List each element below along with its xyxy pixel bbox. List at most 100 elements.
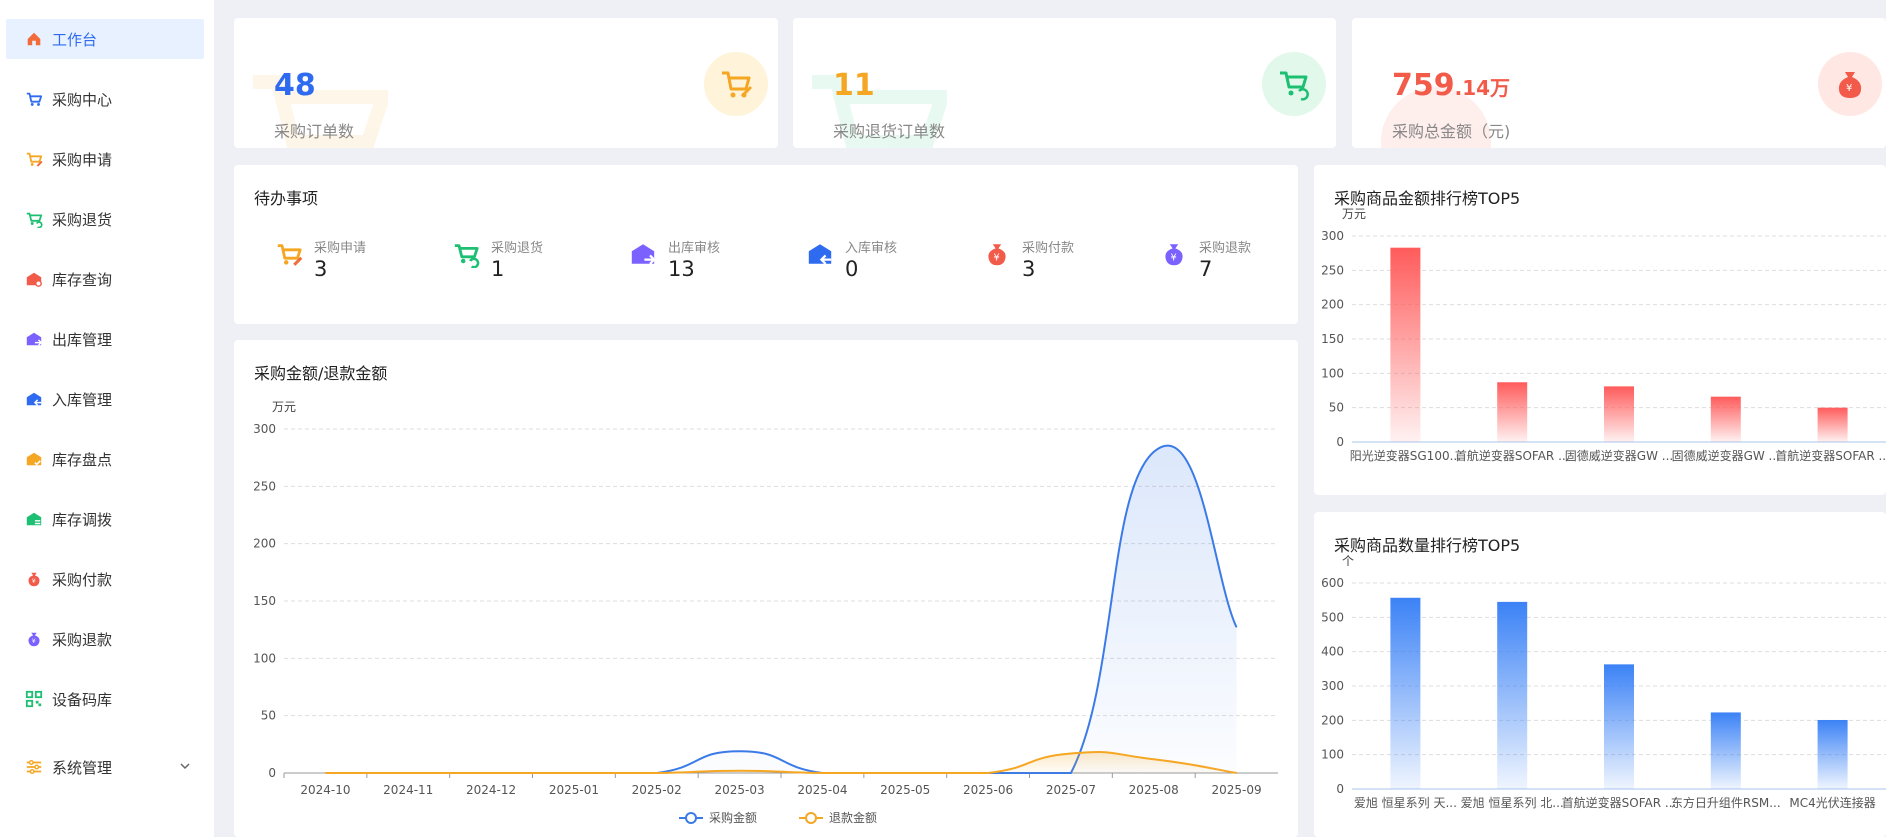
cart-return-icon [451,239,481,269]
bar[interactable] [1710,712,1741,789]
sidebar-item-7[interactable]: 库存盘点 [6,439,204,479]
legend-label: 采购金额 [709,810,757,825]
x-tick-label: 2025-06 [963,783,1013,797]
todo-item[interactable]: 采购退货 1 [451,235,601,285]
payment-icon: ¥ [982,239,1012,269]
todo-item-label: 采购申请 [314,241,367,256]
x-tick-label: 首航逆变器SOFAR ... [1775,448,1886,463]
sidebar-item-2[interactable]: 采购申请 [6,139,204,179]
cart-return-icon [1262,52,1326,116]
x-tick-label: 爱旭 恒星系列 天... [1354,796,1457,810]
y-tick-label: 200 [253,537,276,551]
sidebar-item-0[interactable]: 工作台 [6,19,204,59]
todo-item[interactable]: 出库审核 13 [628,235,778,285]
x-tick-label: 固德威逆变器GW ... [1565,448,1673,463]
sidebar-item-6[interactable]: 入库管理 [6,379,204,419]
sidebar-item-label: 采购中心 [52,90,113,109]
y-tick-label: 150 [253,594,276,608]
return-count: 11 [833,68,875,103]
amount-rank-title: 采购商品金额排行榜TOP5 [1334,189,1521,208]
sidebar-item-9[interactable]: ¥ 采购付款 [6,559,204,599]
y-axis-unit: 万元 [272,400,296,414]
y-tick-label: 250 [1321,263,1344,277]
legend-marker [685,812,697,824]
bar[interactable] [1390,247,1421,442]
stat-card-returns[interactable]: 11 采购退货订单数 [793,18,1336,148]
x-tick-label: 首航逆变器SOFAR ... [1562,795,1677,810]
x-tick-label: MC4光伏连接器 [1789,795,1875,810]
outbound-icon [24,329,44,349]
sidebar-item-label: 库存调拨 [52,510,113,529]
y-tick-label: 300 [1321,229,1344,243]
stat-card-amount[interactable]: 759.14万 采购总金额（元) ¥ [1352,18,1886,148]
y-tick-label: 50 [261,709,276,723]
y-tick-label: 500 [1321,610,1344,624]
y-tick-label: 200 [1321,713,1344,727]
order-count-label: 采购订单数 [274,122,355,141]
x-tick-label: 首航逆变器SOFAR ... [1455,448,1570,463]
todo-item-label: 入库审核 [845,241,898,256]
sidebar-item-label: 设备码库 [52,690,113,709]
series-area [325,752,1237,773]
amount-chart-title: 采购金额/退款金额 [254,364,388,383]
cart-icon [24,89,44,109]
chevron-down-icon[interactable] [178,759,192,777]
todo-item[interactable]: ¥ 采购退款 7 [1159,235,1298,285]
inventory-check-icon [24,449,44,469]
legend-item[interactable]: 采购金额 [679,810,757,825]
y-tick-label: 50 [1329,401,1344,415]
order-count: 48 [274,68,316,103]
svg-text:¥: ¥ [32,638,36,645]
x-tick-label: 2025-05 [880,783,930,797]
todo-card: 待办事项 采购申请 3 采购退货 1 出库审核 13 入库审核 0 ¥ 采购付款 3 ¥ 采购退款 7 [234,165,1298,324]
cart-watermark-icon [812,75,947,148]
bar[interactable] [1497,601,1528,789]
stat-card-orders[interactable]: 48 采购订单数 [234,18,778,148]
bar[interactable] [1390,597,1421,789]
x-tick-label: 2025-07 [1046,783,1096,797]
sidebar-item-label: 系统管理 [52,758,113,777]
sidebar-item-label: 采购付款 [52,570,113,589]
bar[interactable] [1817,407,1848,442]
cart-edit-icon [704,52,768,116]
sidebar-item-1[interactable]: 采购中心 [6,79,204,119]
todo-item-value: 3 [1022,257,1036,281]
sidebar-item-12[interactable]: 系统管理 [6,747,204,787]
x-tick-label: 爱旭 恒星系列 北... [1461,796,1564,810]
todo-item[interactable]: 采购申请 3 [274,235,424,285]
amount-line-chart: 万元 0 50 100 150 200 250 300 2024-10 2024-11 2024-1… [253,400,1278,825]
todo-item[interactable]: 入库审核 0 [805,235,955,285]
sidebar: 工作台 采购中心 采购申请 采购退货 库存查询 出库管理 入库管理 库存盘点 库存调拨 ¥ 采购付款… [0,0,214,837]
y-tick-label: 200 [1321,298,1344,312]
bar[interactable] [1604,664,1634,789]
sidebar-item-label: 采购申请 [52,150,113,169]
svg-text:¥: ¥ [1846,83,1852,94]
home-icon [24,29,44,49]
y-tick-label: 250 [253,479,276,493]
y-tick-label: 100 [253,651,276,665]
sidebar-item-10[interactable]: ¥ 采购退款 [6,619,204,659]
y-tick-label: 0 [1336,782,1344,796]
bar[interactable] [1817,719,1848,789]
sidebar-item-label: 采购退款 [52,630,113,649]
sidebar-item-8[interactable]: 库存调拨 [6,499,204,539]
return-count-label: 采购退货订单数 [833,122,946,141]
todo-item[interactable]: ¥ 采购付款 3 [982,235,1132,285]
sidebar-item-11[interactable]: 设备码库 [6,679,204,719]
x-tick-label: 2024-10 [300,783,350,797]
legend-item[interactable]: 退款金额 [799,810,877,825]
bar[interactable] [1604,386,1634,442]
sidebar-item-5[interactable]: 出库管理 [6,319,204,359]
x-tick-label: 阳光逆变器SG100... [1350,448,1461,463]
outbound-icon [628,239,658,269]
series-line [325,751,1237,774]
quantity-rank-card: 采购商品数量排行榜TOP5 个 0 100 200 300 400 500 600 爱旭 恒星系… [1314,512,1886,837]
bar[interactable] [1710,396,1741,442]
x-tick-label: 2025-08 [1129,783,1179,797]
sidebar-item-4[interactable]: 库存查询 [6,259,204,299]
sidebar-item-3[interactable]: 采购退货 [6,199,204,239]
x-tick-label: 2024-12 [466,783,516,797]
cart-edit-icon [274,239,304,269]
todo-title: 待办事项 [254,189,319,208]
bar[interactable] [1497,382,1528,442]
